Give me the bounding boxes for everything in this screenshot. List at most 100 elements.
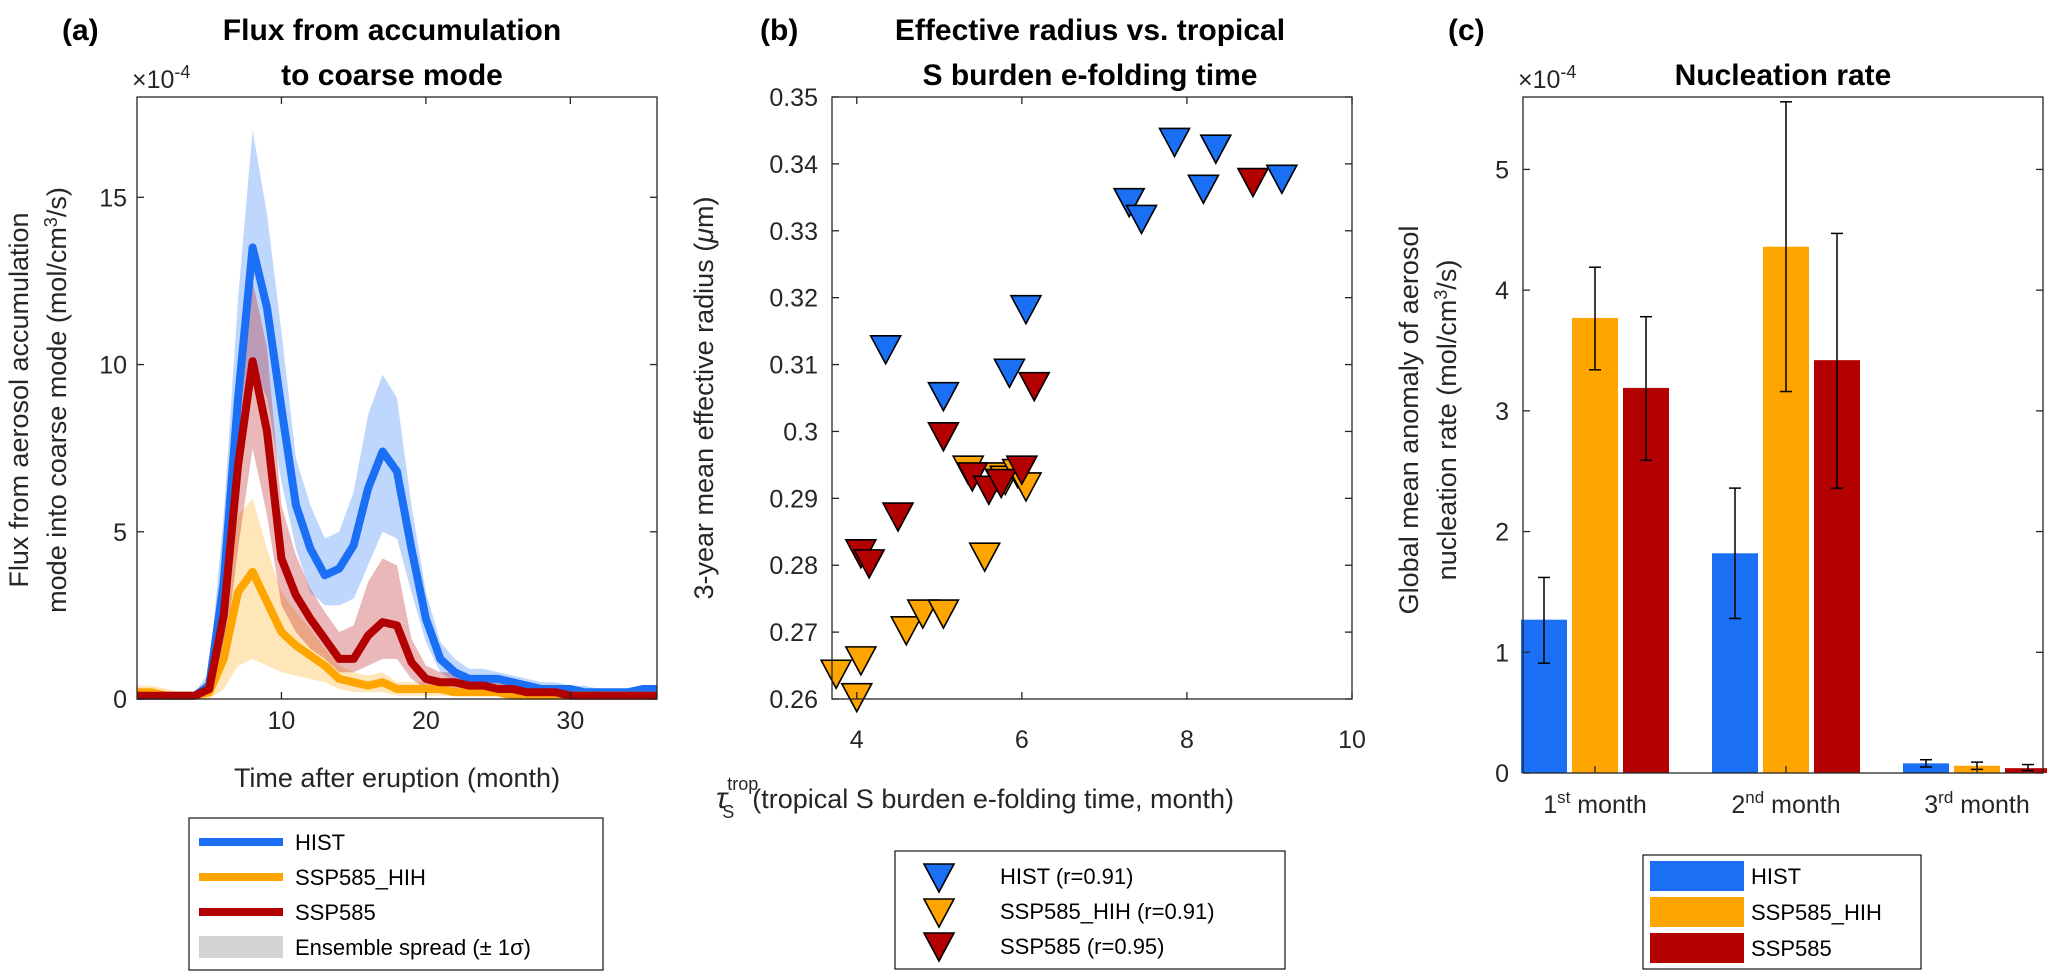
panel-c-ticks: 0 1 2 3 4 5 1st month 2nd month 3rd month: [1495, 156, 2043, 819]
point-ssp585: [852, 549, 886, 580]
x-tick-label: 3rd month: [1924, 788, 2029, 819]
panel-c-ylabel-line1: Global mean anomaly of aerosol: [1394, 226, 1424, 615]
legend-c-hist-swatch: [1650, 861, 1744, 891]
panel-c-ylabel-pre: nucleation rate (mol/cm: [1432, 300, 1462, 581]
point-ssp585: [881, 502, 915, 533]
point-hist: [1187, 174, 1220, 205]
x-tick-label: 1st month: [1543, 788, 1647, 819]
panel-b-title-line2: S burden e-folding time: [923, 59, 1258, 92]
panel-b-title-line1: Effective radius vs. tropical: [895, 14, 1285, 47]
point-ssp585: [927, 421, 960, 453]
legend-a-hist-label: HIST: [295, 830, 345, 855]
y-tick-label: 4: [1495, 277, 1509, 305]
panel-b-points: [819, 127, 1299, 714]
point-ssp585_hih: [844, 646, 878, 677]
legend-c-ssp-label: SSP585: [1751, 936, 1832, 961]
panel-b-legend-box: [894, 850, 1286, 970]
point-ssp585_hih: [819, 659, 853, 690]
legend-b-hist-label: HIST (r=0.91): [1000, 864, 1133, 889]
legend-a-spread-swatch: [199, 936, 283, 958]
panel-c-ylabel-line2: nucleation rate (mol/cm3/s): [1431, 260, 1462, 581]
y-tick-label: 0.28: [769, 552, 818, 580]
point-hist: [1265, 164, 1299, 195]
panel-b-ylabel-pre: 3-year mean effective radius (: [689, 243, 719, 600]
panel-c-ylabel-post: /s): [1432, 260, 1462, 290]
x-tick-label: 20: [412, 707, 440, 735]
legend-c-hih-swatch: [1650, 897, 1744, 927]
panel-a-xlabel: Time after eruption (month): [234, 763, 560, 793]
y-tick-label: 0.27: [769, 619, 818, 647]
panel-b-axes-box: [831, 96, 1353, 700]
panel-b-legend: HIST (r=0.91) SSP585_HIH (r=0.91) SSP585…: [894, 850, 1286, 970]
legend-a-spread-label: Ensemble spread (± 1σ): [295, 935, 531, 960]
y-tick-label: 10: [99, 352, 127, 380]
panel-a-ticks: 10 20 30 0 5 10 15: [99, 97, 657, 735]
legend-a-ssp-label: SSP585: [295, 900, 376, 925]
y-tick-label: 0: [1495, 760, 1509, 788]
spread-band-ssp585: [137, 280, 657, 699]
legend-b-hist-marker: [922, 863, 956, 894]
panel-c-title: Nucleation rate: [1675, 59, 1892, 92]
x-tick-label: 4: [850, 726, 864, 754]
panel-c-bars: [1521, 101, 2047, 773]
panel-a-spread-bands: [137, 130, 657, 699]
panel-b-xlabel-sup: trop: [727, 774, 758, 794]
panel-b-ylabel-mu: μ: [689, 228, 719, 244]
panel-a-ylabel-post: /s): [42, 187, 72, 217]
y-tick-label: 0.33: [769, 218, 818, 246]
point-ssp585: [984, 468, 1018, 500]
point-hist: [1158, 127, 1191, 159]
panel-c-legend: HIST SSP585_HIH SSP585: [1642, 854, 1922, 970]
legend-c-hist-label: HIST: [1751, 864, 1801, 889]
point-hist: [927, 381, 960, 413]
legend-b-hih-label: SSP585_HIH (r=0.91): [1000, 899, 1215, 924]
point-hist: [869, 335, 902, 366]
y-tick-label: 0.29: [769, 485, 818, 513]
x-tick-label: 8: [1180, 726, 1194, 754]
panel-a-multiplier-exp: -4: [174, 62, 190, 82]
x-tick-label: 30: [556, 707, 584, 735]
point-ssp585: [1236, 167, 1270, 199]
point-hist: [1199, 134, 1233, 165]
panel-a-legend: HIST SSP585_HIH SSP585 Ensemble spread (…: [188, 817, 604, 971]
x-tick-label: 10: [268, 707, 296, 735]
y-tick-label: 5: [1495, 156, 1509, 184]
x-tick-label: 2nd month: [1731, 788, 1840, 819]
panel-a-ylabel-sup: 3: [41, 217, 61, 227]
panel-a: (a) Flux from accumulation to coarse mod…: [4, 14, 658, 971]
y-tick-label: 3: [1495, 398, 1509, 426]
legend-a-hih-label: SSP585_HIH: [295, 865, 426, 890]
spread-band-hist: [137, 130, 657, 699]
bar-ssp585_hih: [1572, 317, 1618, 773]
x-tick-label: 10: [1338, 726, 1366, 754]
panel-b-ylabel-post: m): [689, 197, 719, 228]
panel-a-title-line1: Flux from accumulation: [223, 14, 561, 47]
point-ssp585_hih: [889, 615, 923, 647]
panel-b-xlabel-sub: S: [722, 802, 734, 822]
legend-c-ssp-swatch: [1650, 933, 1744, 963]
panel-a-ylabel-line1: Flux from aerosol accumulation: [4, 212, 34, 587]
y-tick-label: 5: [113, 519, 127, 547]
panel-b-ticks: 4 6 8 10 0.26 0.27 0.28 0.29 0.3 0.31 0.32 0.33 0.34…: [769, 84, 1366, 754]
point-hist: [1112, 187, 1146, 219]
y-tick-label: 0.26: [769, 686, 818, 714]
point-ssp585: [1005, 455, 1039, 486]
panel-b-label: (b): [760, 14, 798, 47]
y-tick-label: 0.3: [783, 418, 818, 446]
panel-b-xlabel: τtrop S (tropical S burden e-folding time,…: [716, 774, 1234, 822]
point-hist: [993, 358, 1026, 389]
panel-b-xlabel-text: (tropical S burden e-folding time, month…: [752, 784, 1234, 814]
panel-a-ylabel-pre: mode into coarse mode (mol/cm: [42, 227, 72, 613]
spread-band-ssp585_hih: [137, 498, 657, 699]
legend-b-ssp-label: SSP585 (r=0.95): [1000, 934, 1164, 959]
legend-b-hih-marker: [922, 898, 956, 929]
panel-b-xlabel-symbol: τ: [716, 782, 729, 815]
point-ssp585_hih: [968, 542, 1002, 573]
panel-a-multiplier-base: ×10: [132, 66, 174, 94]
point-hist: [1009, 294, 1043, 326]
y-tick-label: 0.34: [769, 151, 818, 179]
legend-b-ssp-marker: [922, 932, 956, 963]
panel-c-axes-box: [1522, 96, 2044, 774]
y-tick-label: 2: [1495, 519, 1509, 547]
